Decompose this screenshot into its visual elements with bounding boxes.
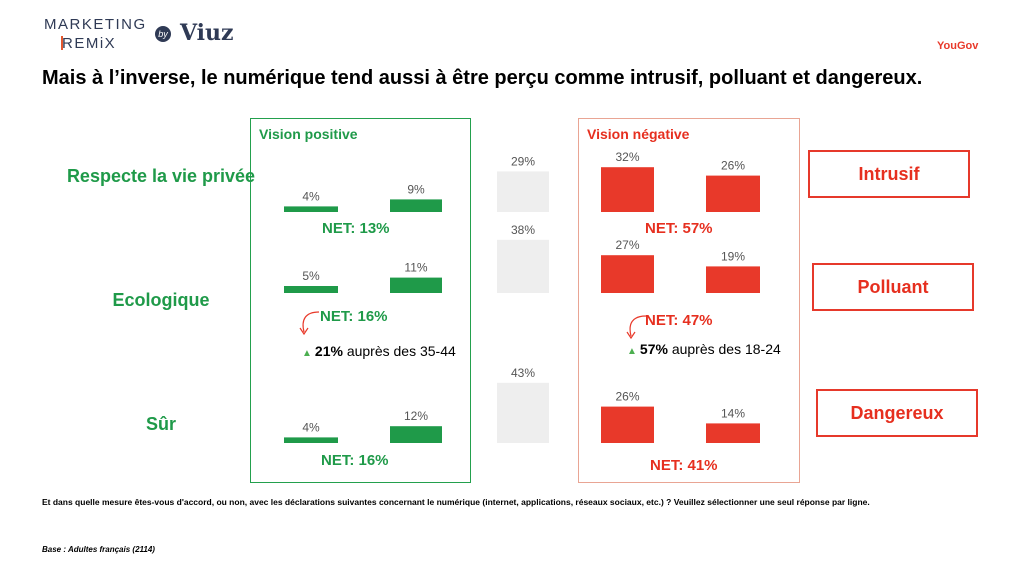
curved-arrow-icon xyxy=(299,311,320,336)
positive-panel-title: Vision positive xyxy=(259,126,358,142)
bar-privacy-4 xyxy=(601,167,654,212)
bar-safe-4 xyxy=(601,406,654,443)
note-positive-value: 21% xyxy=(314,343,343,359)
net-negative-privacy: NET: 57% xyxy=(645,220,713,237)
row-label-ecology: Ecologique xyxy=(112,290,210,310)
note-positive-ecology: ▲ 21% auprès des 35-44 xyxy=(302,343,456,359)
yougov-logo: YouGov xyxy=(937,40,979,52)
bar-label-ecology-3: 38% xyxy=(511,223,535,237)
negative-panel: Vision négative xyxy=(578,118,800,483)
bar-ecology-5 xyxy=(706,266,760,293)
bar-label-ecology-4: 27% xyxy=(615,238,639,252)
bar-label-privacy-2: 9% xyxy=(407,182,425,196)
bar-label-safe-4: 26% xyxy=(615,390,639,404)
bar-privacy-2 xyxy=(390,199,442,212)
bar-label-privacy-1: 4% xyxy=(302,189,320,203)
net-positive-privacy: NET: 13% xyxy=(322,220,390,237)
net-negative-safe: NET: 41% xyxy=(650,457,718,474)
label-box-intrusif: Intrusif xyxy=(808,150,970,198)
survey-base: Base : Adultes français (2114) xyxy=(42,545,155,554)
bar-label-safe-5: 14% xyxy=(721,406,745,420)
row-label-privacy: Respecte la vie privée xyxy=(66,166,256,186)
bar-ecology-3 xyxy=(497,239,549,293)
net-positive-safe: NET: 16% xyxy=(321,452,389,469)
bar-label-ecology-5: 19% xyxy=(721,249,745,263)
logo-viuz: Viuz xyxy=(180,20,234,46)
row-label-safe: Sûr xyxy=(145,414,176,434)
bar-label-ecology-1: 5% xyxy=(302,269,320,283)
note-positive-text: auprès des 35-44 xyxy=(346,343,456,359)
bar-privacy-5 xyxy=(706,175,760,212)
bar-ecology-2 xyxy=(390,277,442,293)
survey-question: Et dans quelle mesure êtes-vous d'accord… xyxy=(42,497,870,507)
curved-arrow-icon xyxy=(626,315,647,340)
bar-ecology-1 xyxy=(284,286,338,293)
note-negative-text: auprès des 18-24 xyxy=(671,341,781,357)
bar-privacy-1 xyxy=(284,206,338,212)
bar-privacy-3 xyxy=(497,171,549,212)
bar-label-ecology-2: 11% xyxy=(404,261,427,275)
negative-panel-title: Vision négative xyxy=(587,126,690,142)
logo-remix-bar xyxy=(61,36,63,50)
up-triangle-icon: ▲ xyxy=(302,348,312,359)
bar-label-safe-2: 12% xyxy=(404,409,428,423)
bar-label-privacy-3: 29% xyxy=(511,154,535,168)
net-positive-ecology: NET: 16% xyxy=(320,308,388,325)
bar-ecology-4 xyxy=(601,255,654,293)
bar-label-safe-3: 43% xyxy=(511,366,535,380)
positive-panel: Vision positive xyxy=(250,118,471,483)
logo-marketing: MARKETING xyxy=(44,16,147,33)
bar-safe-3 xyxy=(497,382,549,443)
label-box-dangereux: Dangereux xyxy=(816,389,978,437)
bar-label-safe-1: 4% xyxy=(302,420,320,434)
bar-safe-5 xyxy=(706,423,760,443)
bar-safe-2 xyxy=(390,426,442,443)
note-negative-ecology: ▲ 57% auprès des 18-24 xyxy=(627,341,781,357)
note-negative-value: 57% xyxy=(639,341,668,357)
net-negative-ecology: NET: 47% xyxy=(645,312,713,329)
bar-label-privacy-4: 32% xyxy=(615,150,639,164)
logo-remix: REMiX xyxy=(62,35,117,52)
logo-by-badge: by xyxy=(155,26,171,42)
bar-safe-1 xyxy=(284,437,338,443)
slide-title: Mais à l’inverse, le numérique tend auss… xyxy=(42,67,923,89)
label-box-polluant: Polluant xyxy=(812,263,974,311)
up-triangle-icon: ▲ xyxy=(627,346,637,357)
bar-label-privacy-5: 26% xyxy=(721,159,745,173)
